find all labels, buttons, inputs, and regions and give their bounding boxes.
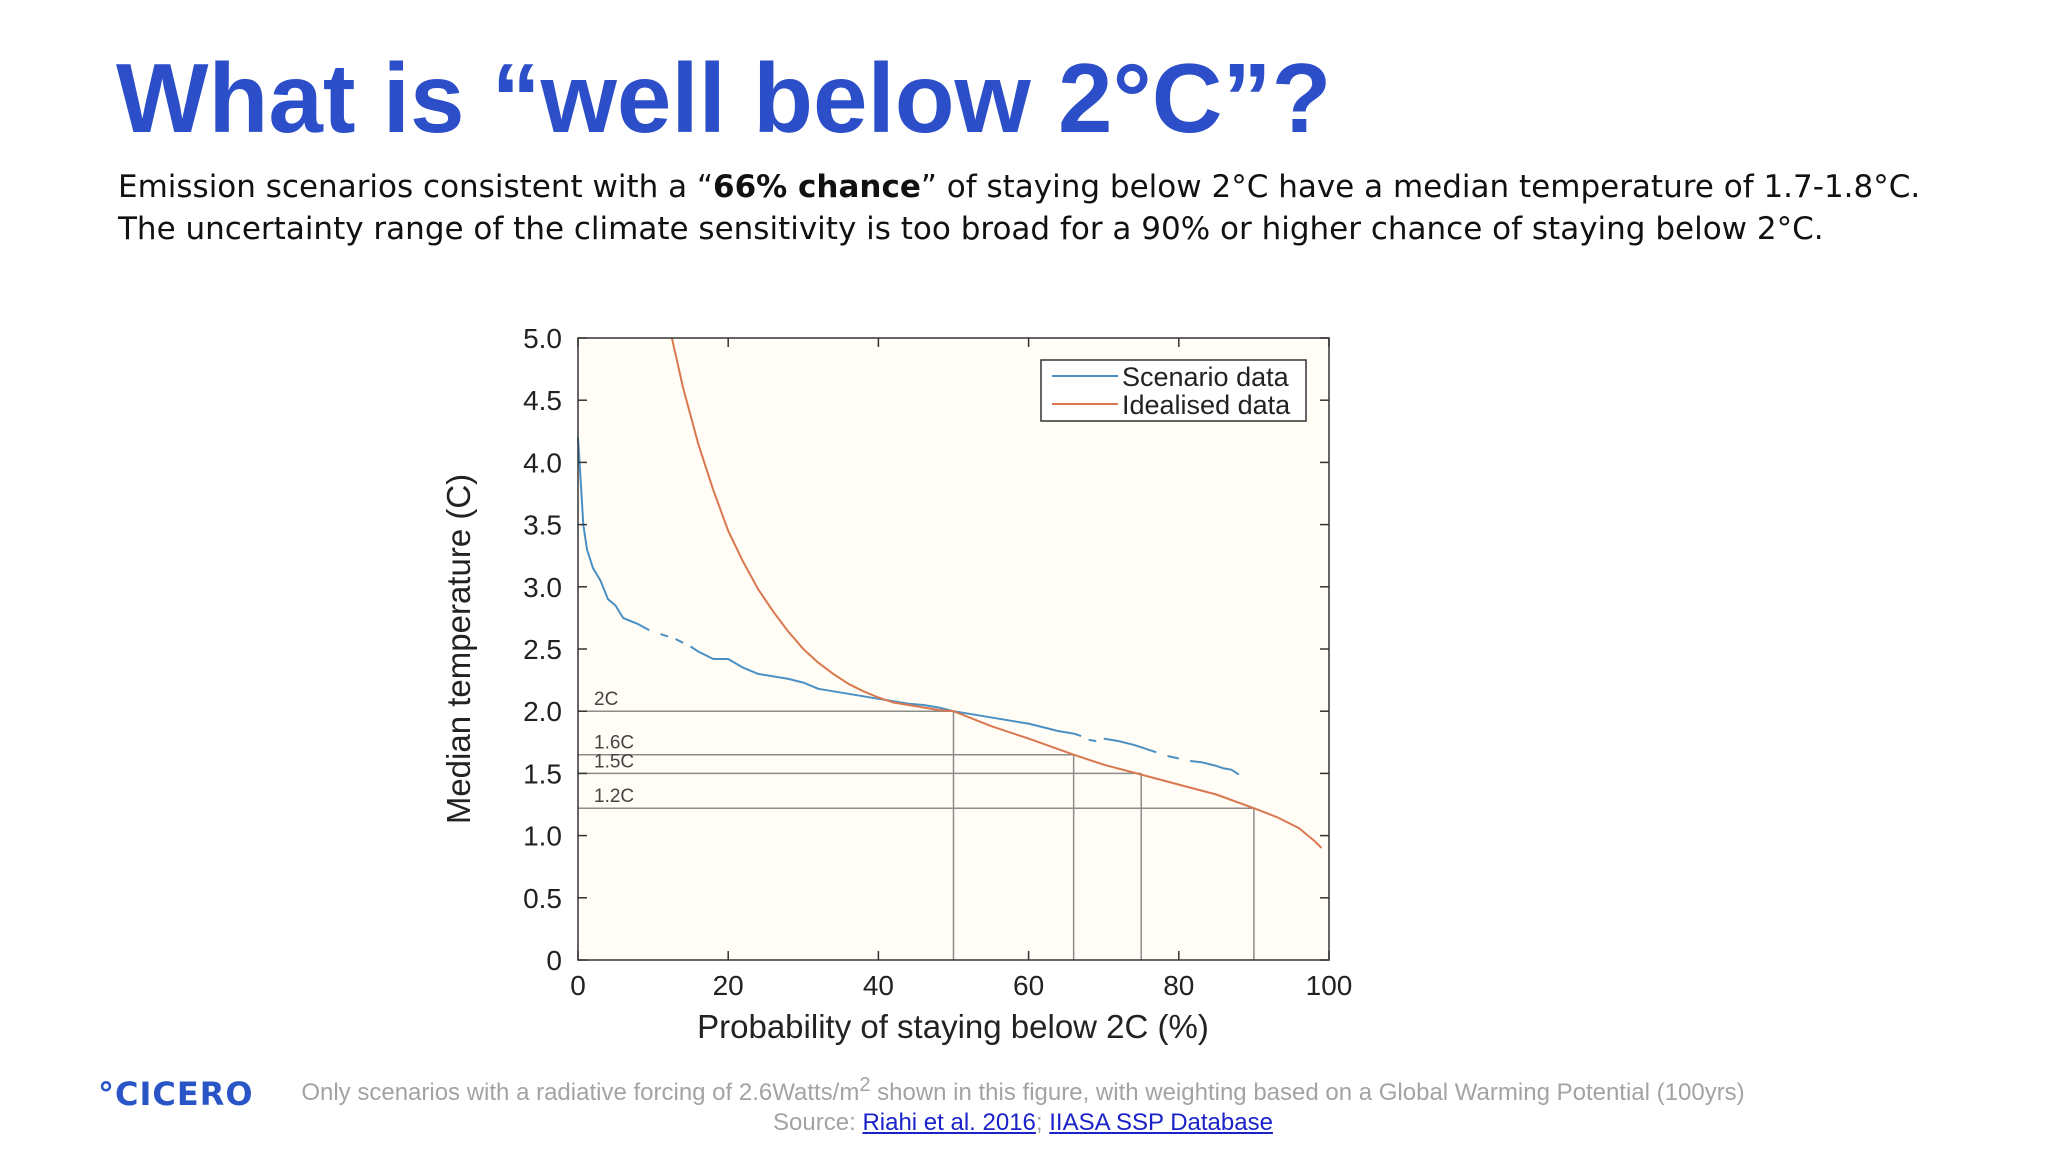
- series-line-scenario: [660, 633, 669, 638]
- ref-line-label: 1.6C: [594, 733, 634, 754]
- series-line-scenario: [675, 638, 684, 644]
- ref-line-label: 2C: [594, 689, 618, 710]
- source-link-riahi[interactable]: Riahi et al. 2016: [862, 1109, 1036, 1136]
- y-tick-label: 0: [546, 945, 562, 976]
- series-line-scenario: [1189, 760, 1240, 776]
- slide-body: Emission scenarios consistent with a “66…: [118, 166, 2018, 250]
- series-line-scenario: [1088, 738, 1097, 743]
- footnote-note: Only scenarios with a radiative forcing …: [258, 1070, 1788, 1108]
- y-tick-label: 2.5: [523, 634, 562, 665]
- series-line-scenario: [1103, 737, 1157, 754]
- x-tick-label: 100: [1306, 970, 1353, 1001]
- source-separator: ;: [1035, 1109, 1050, 1136]
- source-label: Source:: [773, 1109, 863, 1136]
- ref-line-label: 1.2C: [594, 786, 634, 807]
- y-tick-label: 0.5: [523, 883, 562, 914]
- reference-lines: 2C 1.6C1.5C 1.2C: [578, 689, 1255, 960]
- footnote-source: Source: Riahi et al. 2016; IIASA SSP Dat…: [258, 1108, 1788, 1138]
- y-tick-label: 2.0: [523, 696, 562, 727]
- y-tick-label: 1.0: [523, 821, 562, 852]
- y-tick-label: 5.0: [523, 323, 562, 354]
- x-tick-label: 0: [570, 970, 586, 1001]
- series-line-idealised: [670, 337, 1323, 849]
- footnote-note-pre: Only scenarios with a radiative forcing …: [301, 1079, 860, 1106]
- ref-line-label: 1.5C: [594, 751, 634, 772]
- x-tick-label: 20: [713, 970, 744, 1001]
- legend: Scenario data Idealised data: [1040, 359, 1307, 422]
- slide-title: What is “well below 2°C”?: [116, 43, 1332, 153]
- footnote-note-post: shown in this figure, with weighting bas…: [870, 1079, 1745, 1106]
- body-line-1-post: ” of staying below 2°C have a median tem…: [920, 169, 1921, 205]
- x-tick-label: 60: [1013, 970, 1044, 1001]
- legend-label-scenario: Scenario data: [1122, 362, 1290, 392]
- y-tick-label: 1.5: [523, 758, 562, 789]
- legend-box: [1040, 359, 1307, 422]
- footnote-note-sup: 2: [859, 1074, 871, 1096]
- series-line-scenario: [1167, 755, 1180, 760]
- y-tick-label: 4.5: [523, 385, 562, 416]
- y-tick-label: 3.5: [523, 510, 562, 541]
- y-tick-label: 4.0: [523, 447, 562, 478]
- body-line-1-pre: Emission scenarios consistent with a “: [118, 169, 714, 205]
- body-line-1: Emission scenarios consistent with a “66…: [118, 166, 2018, 208]
- x-tick-label: 40: [863, 970, 894, 1001]
- x-tick-label: 80: [1163, 970, 1194, 1001]
- body-line-2: The uncertainty range of the climate sen…: [118, 211, 1824, 247]
- source-link-iiasa[interactable]: IIASA SSP Database: [1049, 1109, 1273, 1136]
- x-axis-label: Probability of staying below 2C (%): [697, 1008, 1209, 1045]
- legend-label-idealised: Idealised data: [1122, 390, 1291, 420]
- footnote: Only scenarios with a radiative forcing …: [258, 1070, 1788, 1138]
- series-layer: [577, 337, 1323, 849]
- axes: 0 20 40 60 80 100 0 0.5 1.0 1.5 2.0 2.5 3.0 3.5 4.0 4.5…: [523, 323, 1352, 1001]
- y-axis-label: Median temperature (C): [440, 474, 477, 824]
- cicero-logo: °CICERO: [98, 1075, 254, 1113]
- y-tick-label: 3.0: [523, 572, 562, 603]
- series-line-scenario: [577, 437, 650, 632]
- body-line-1-bold: 66% chance: [713, 169, 921, 205]
